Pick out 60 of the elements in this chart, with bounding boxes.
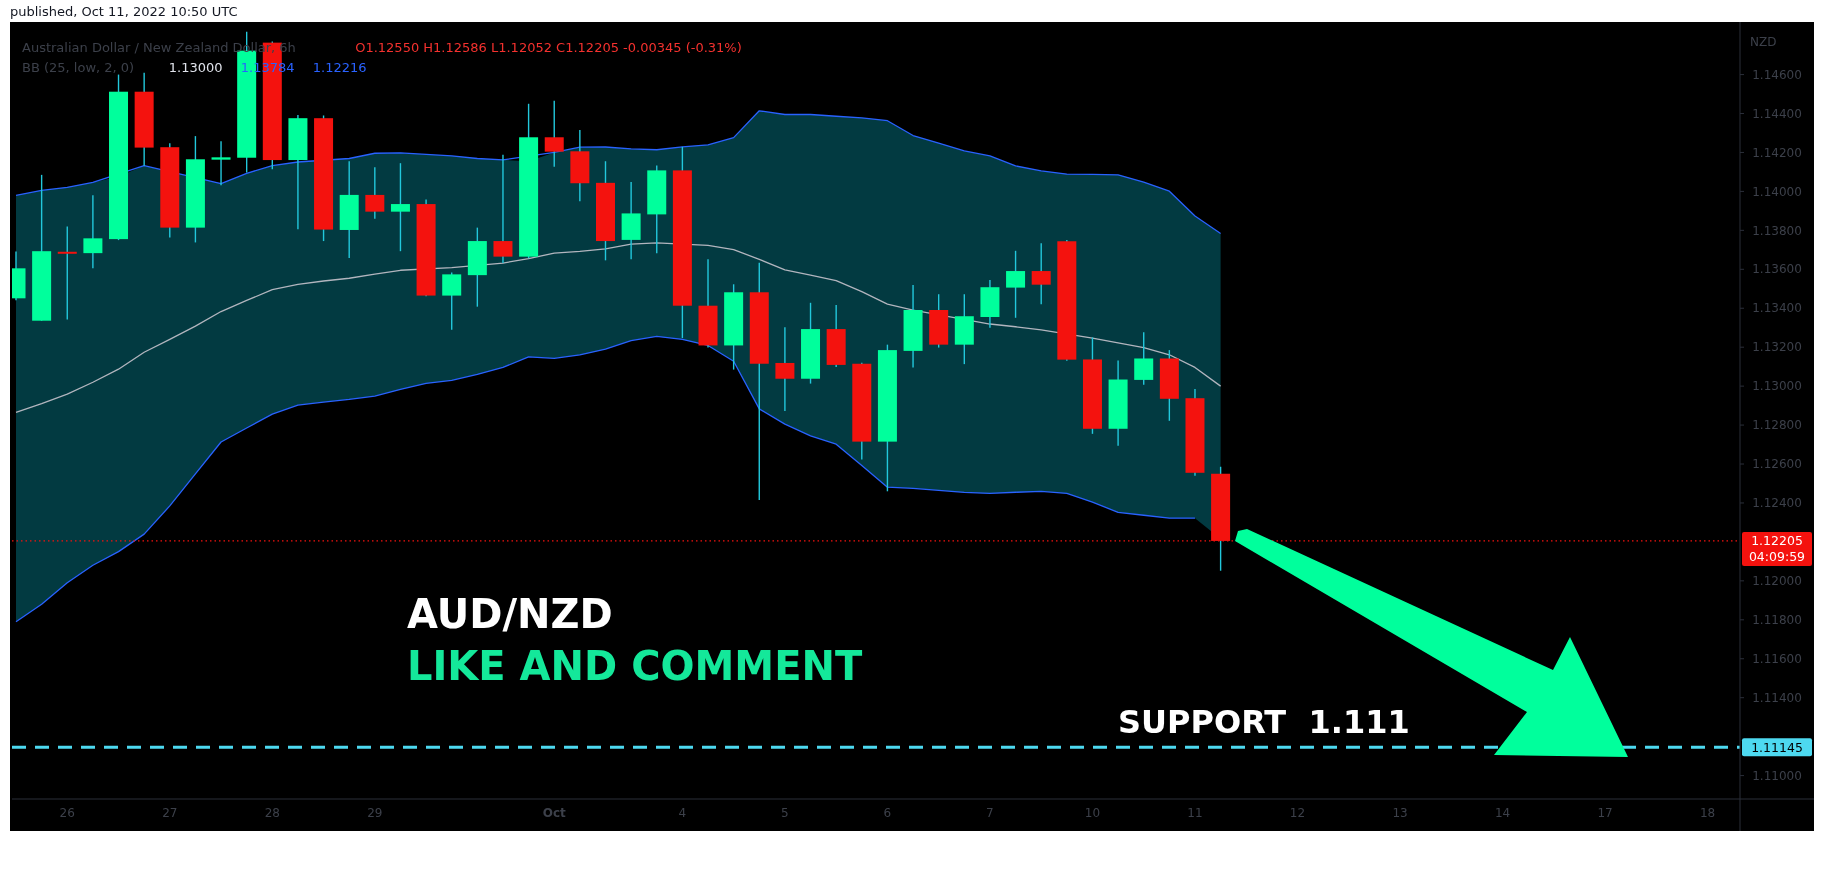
x-tick-label: 5 xyxy=(781,806,789,820)
ref-line-label: 1.11145 xyxy=(1751,739,1803,755)
annotation: 1.12216 xyxy=(312,60,367,75)
annotation: 1.13000 xyxy=(168,60,223,75)
x-tick-label: 14 xyxy=(1494,806,1511,820)
annotation: 1.13784 xyxy=(240,60,295,75)
annotation: LIKE AND COMMENT xyxy=(407,643,863,689)
y-tick-label: 1.12800 xyxy=(1752,418,1802,433)
candlestick xyxy=(775,326,795,412)
y-tick-label: 1.14400 xyxy=(1752,106,1802,121)
x-tick-label: 17 xyxy=(1597,806,1613,820)
y-axis-title: NZD xyxy=(1750,35,1777,49)
x-tick-label: 6 xyxy=(883,806,892,820)
candlestick xyxy=(211,140,231,186)
y-tick-label: 1.11800 xyxy=(1752,613,1802,627)
y-tick-label: 1.12000 xyxy=(1752,574,1802,589)
candlestick xyxy=(365,166,385,220)
y-tick-label: 1.13400 xyxy=(1752,301,1802,316)
x-tick-label: 13 xyxy=(1392,806,1408,820)
candlestick xyxy=(1006,250,1026,319)
y-tick-label: 1.11000 xyxy=(1752,768,1802,783)
candlestick xyxy=(1134,331,1154,386)
y-tick-label: 1.11600 xyxy=(1752,651,1802,666)
annotation: O1.12550 H1.12586 L1.12052 C1.12205 -0.00345 (-0.31%) xyxy=(355,40,742,55)
x-tick-label: 10 xyxy=(1084,806,1101,820)
y-tick-label: 1.13600 xyxy=(1752,262,1802,277)
x-tick-label: Oct xyxy=(542,806,567,820)
x-tick-label: 4 xyxy=(678,806,687,820)
x-tick-label: 28 xyxy=(264,806,280,820)
x-tick-label: 7 xyxy=(986,806,994,820)
y-tick-label: 1.13000 xyxy=(1752,379,1802,394)
y-tick-label: 1.14600 xyxy=(1752,67,1802,82)
y-tick-label: 1.11400 xyxy=(1752,690,1802,705)
candlestick xyxy=(1031,242,1051,305)
annotation: SUPPORT 1.111 xyxy=(1118,703,1410,741)
y-tick-label: 1.12600 xyxy=(1752,457,1802,472)
text: 04:09:59 xyxy=(1748,549,1806,565)
y-tick-label: 1.12400 xyxy=(1752,496,1802,511)
y-tick-label: 1.14200 xyxy=(1752,145,1802,160)
text: published, Oct 11, 2022 10:50 UTC xyxy=(10,4,238,19)
x-tick-label: 11 xyxy=(1187,806,1203,820)
y-tick-label: 1.13800 xyxy=(1752,223,1802,238)
x-tick-label: 29 xyxy=(367,806,383,820)
line-series xyxy=(15,110,1222,235)
candlestick xyxy=(83,194,103,270)
candlestick xyxy=(442,271,462,331)
text: BB (25, low, 2, 0) xyxy=(22,60,135,75)
candlestick xyxy=(544,100,564,168)
x-tick-label: 27 xyxy=(162,806,178,820)
ref-line-label: 1.12205 xyxy=(1751,533,1803,549)
y-tick-label: 1.14000 xyxy=(1752,184,1802,199)
annotation: AUD/NZD xyxy=(407,591,613,637)
x-tick-label: 26 xyxy=(59,806,75,820)
line-series xyxy=(15,242,1222,414)
candlestick xyxy=(493,154,513,264)
x-tick-label: 18 xyxy=(1699,806,1716,820)
x-tick-label: 12 xyxy=(1289,806,1306,820)
y-tick-label: 1.13200 xyxy=(1752,340,1802,355)
candlestick xyxy=(57,225,77,321)
candlestick xyxy=(390,162,410,252)
